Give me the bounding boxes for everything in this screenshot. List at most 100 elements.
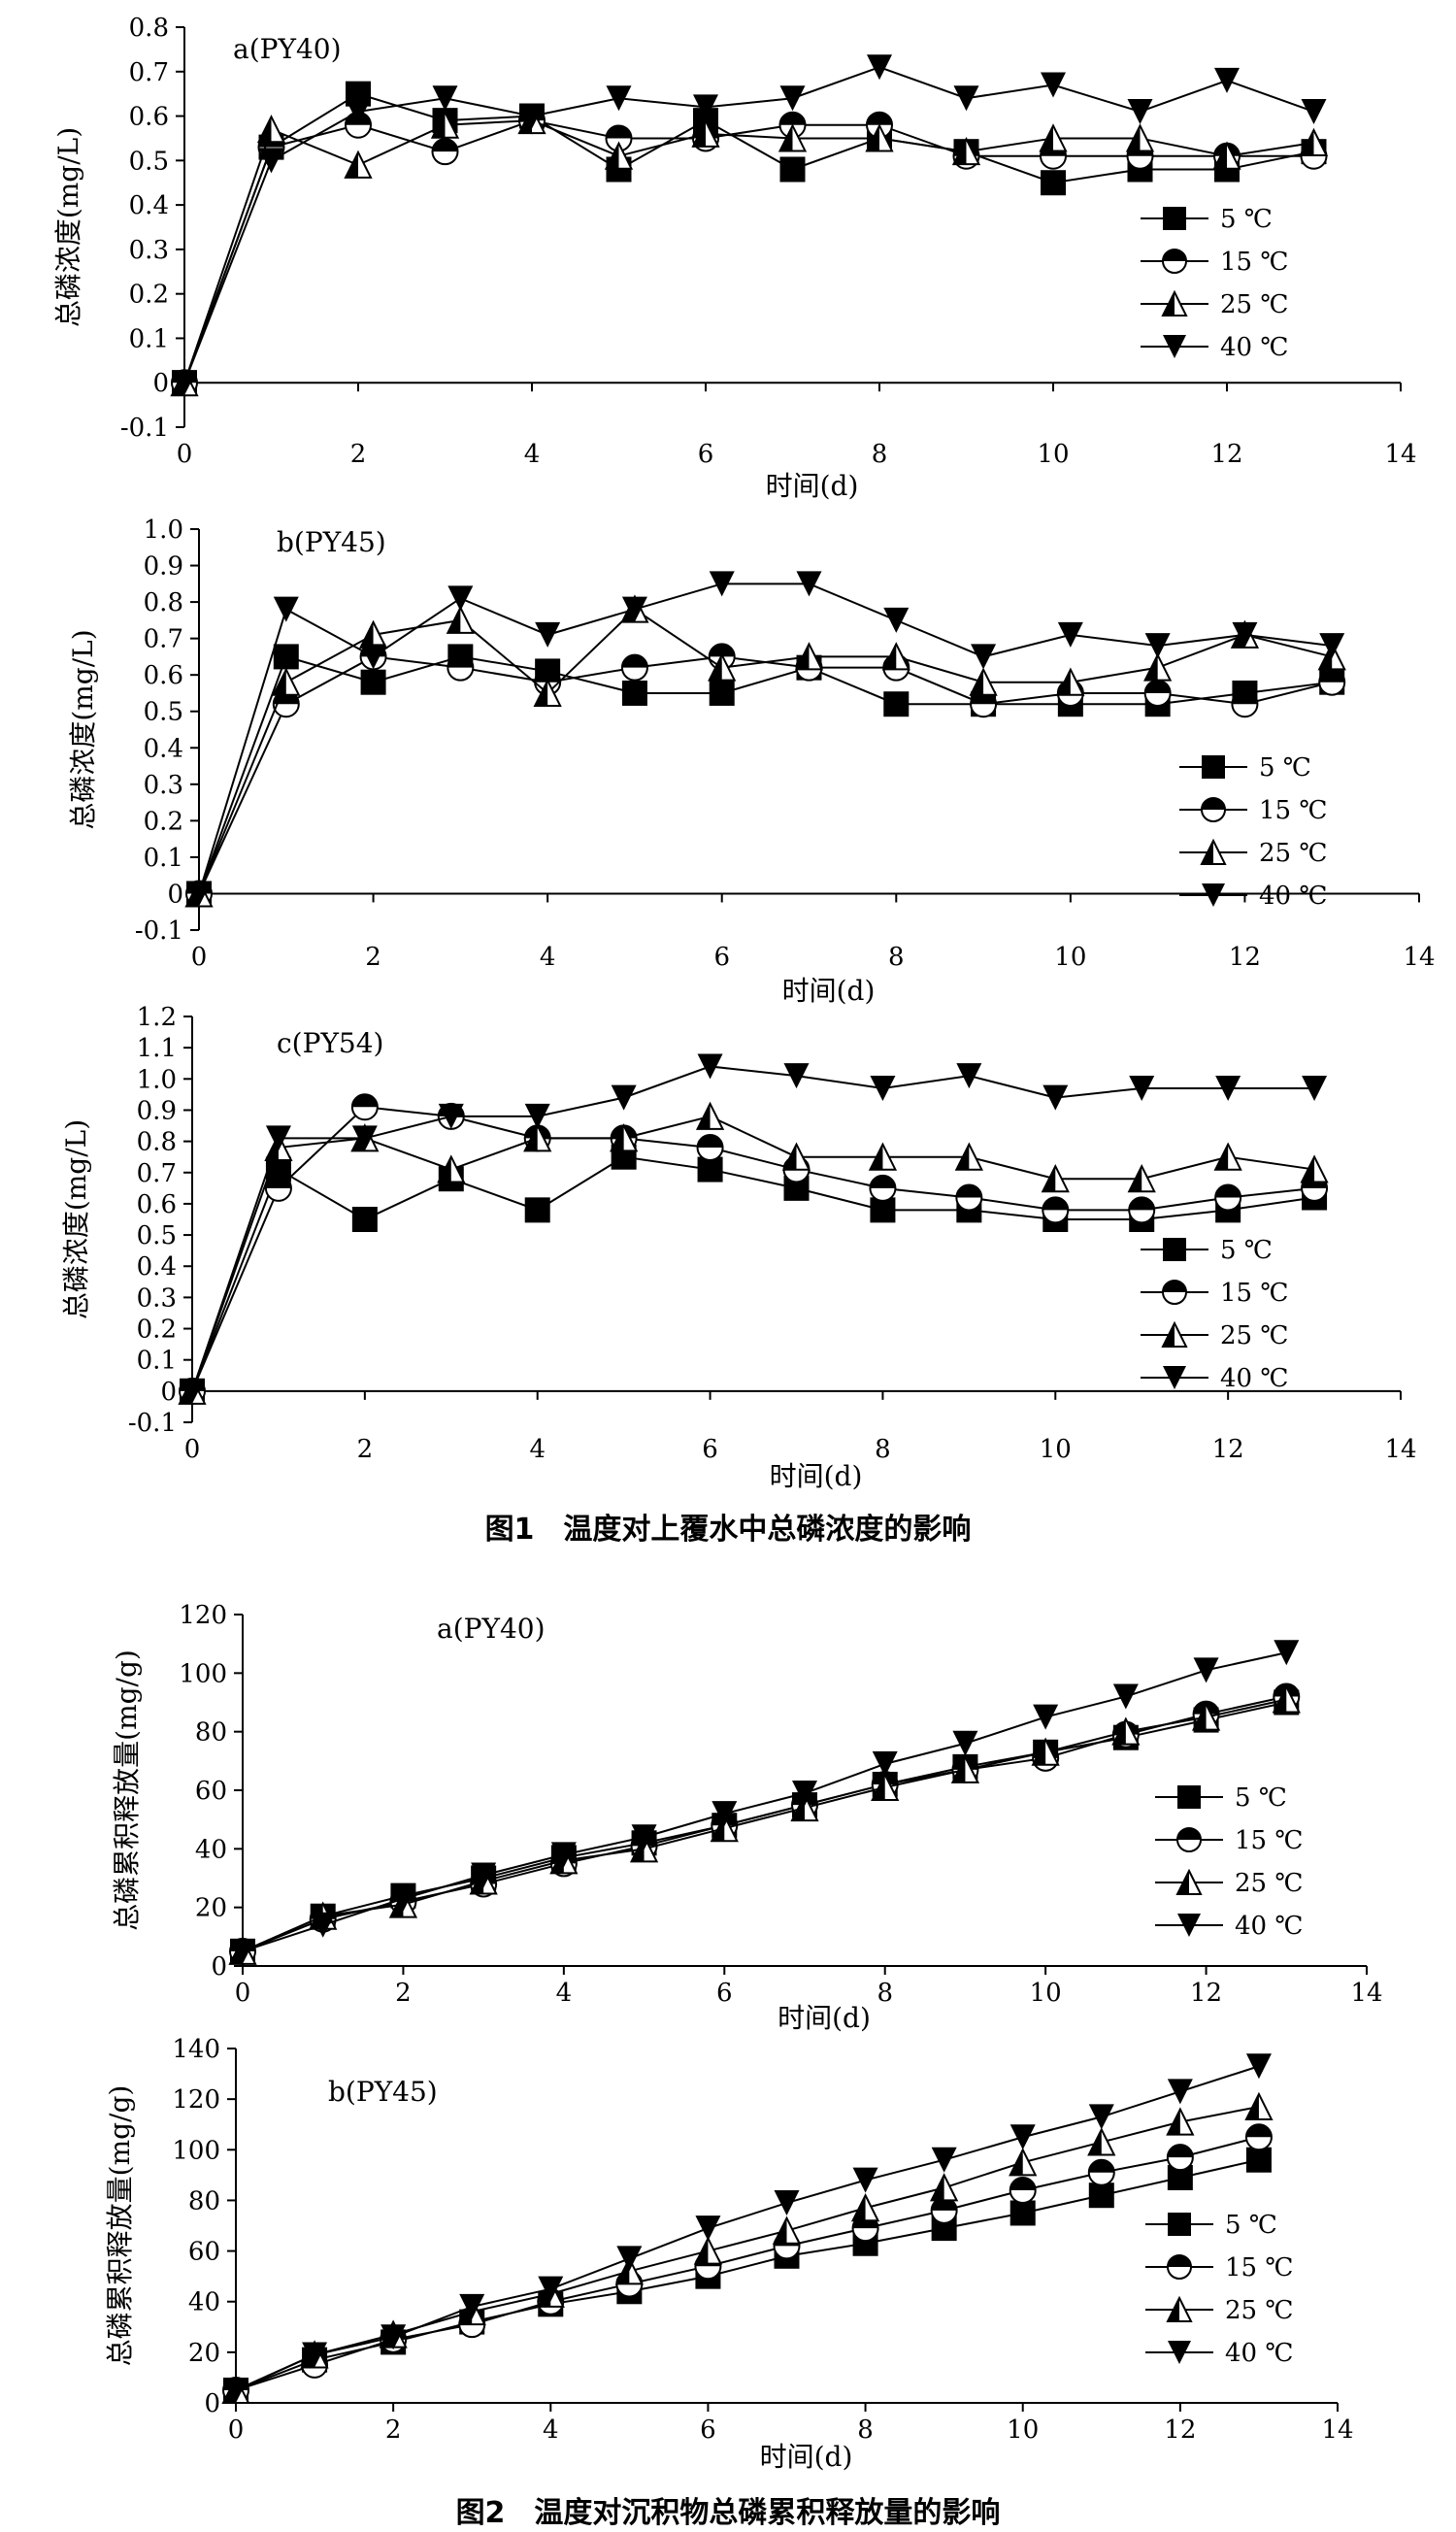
chart-4-series-4-point <box>711 1801 738 1827</box>
chart-4-series-4-point <box>952 1730 978 1756</box>
chart-1-series-2-point <box>605 124 633 152</box>
chart-2-x-tick-label: 10 <box>1054 943 1086 972</box>
chart-3-y-tick-label: 0.4 <box>137 1252 177 1282</box>
chart-2-y-tick-label: 0.6 <box>144 661 183 690</box>
chart-3-series-4-point-shape <box>1042 1084 1069 1111</box>
chart-1-legend-item: 5 ℃ <box>1141 205 1273 234</box>
chart-2-legend-item: 40 ℃ <box>1179 882 1327 911</box>
chart-5-series-3-point-fill <box>931 2175 944 2201</box>
chart-5-legend-marker <box>1167 2254 1192 2280</box>
chart-1-series-4-point-shape <box>1127 98 1153 124</box>
chart-1-series-4-point <box>606 85 632 112</box>
chart-5-y-tick-label: 100 <box>172 2136 220 2165</box>
chart-3-series-1-point-shape <box>524 1197 550 1223</box>
chart-4-x-tick-label: 4 <box>556 1979 573 2008</box>
chart-3-legend-item: 40 ℃ <box>1141 1364 1288 1393</box>
chart-3-series-3-point <box>1213 1142 1242 1171</box>
chart-2-series-4 <box>186 571 1345 907</box>
chart-1-series-4-point <box>1041 72 1066 98</box>
chart-5-series-4-point-shape <box>1167 2079 1193 2105</box>
chart-5-y-tick-label: 140 <box>172 2035 220 2064</box>
chart-2-series-2-point-fill <box>709 644 735 657</box>
chart-1-series-4-point <box>432 85 458 112</box>
chart-4-legend-marker <box>1176 1827 1202 1852</box>
chart-2-legend-label: 40 ℃ <box>1259 882 1327 911</box>
chart-1-series-3-point <box>344 150 373 179</box>
chart-2-series-3-point-fill <box>1144 654 1158 681</box>
chart-2-x-tick-label: 12 <box>1229 943 1261 972</box>
chart-2-series-3-point-fill <box>535 680 548 706</box>
chart-4-series-3-point-fill <box>1033 1739 1046 1765</box>
chart-1-series-4-point <box>258 148 284 174</box>
figure-2-caption: 图2 温度对沉积物总磷累积释放量的影响 <box>456 2496 1001 2530</box>
chart-1-x-tick-label: 0 <box>177 440 193 469</box>
chart-4-series-4-point <box>1112 1683 1139 1710</box>
chart-5-series-3-point-fill <box>1167 2109 1180 2135</box>
chart-3-y-tick-label: 1.1 <box>137 1034 177 1063</box>
chart-4-series-4-point <box>872 1750 898 1777</box>
chart-4-series-3-point <box>1111 1716 1141 1746</box>
chart-5-series-3-point-fill <box>616 2258 630 2284</box>
chart-4-y-tick-label: 20 <box>195 1894 227 1923</box>
chart-2-legend-label: 15 ℃ <box>1259 796 1327 825</box>
chart-2-series-3-point-fill <box>709 654 722 681</box>
chart-1-series-4-point <box>779 85 806 112</box>
chart-1-series-3-point-fill <box>258 117 272 143</box>
chart-1-series-4-point-shape <box>953 85 979 112</box>
chart-3-series-4-point <box>956 1063 982 1089</box>
chart-2-series-3-point <box>1056 667 1085 696</box>
chart-1-series-3-point-fill <box>1214 143 1227 169</box>
chart-1-series-4-point-shape <box>867 54 892 81</box>
chart-2-series-3-point-fill <box>447 607 461 633</box>
chart-5-series-4-point <box>1088 2104 1114 2130</box>
chart-3-series-3-point <box>610 1123 639 1152</box>
chart-3-series-3-point <box>523 1123 552 1152</box>
chart-1-legend-marker-fill <box>1163 250 1186 261</box>
chart-3-series-2-point-fill <box>265 1175 291 1188</box>
chart-1-legend-label: 15 ℃ <box>1220 248 1288 277</box>
chart-3-series-3-point-fill <box>870 1144 883 1170</box>
chart-2-x-tick-label: 0 <box>191 943 208 972</box>
chart-5-series-4-point <box>302 2342 328 2368</box>
chart-4-legend-marker-fill <box>1177 1871 1189 1894</box>
chart-3-y-tick-label: 0.9 <box>137 1096 177 1125</box>
chart-5-x-tick-label: 2 <box>385 2415 402 2445</box>
chart-3-series-2-point-fill <box>697 1135 723 1149</box>
chart-3-y-tick-label: 0.1 <box>137 1347 177 1376</box>
chart-3-series-4 <box>180 1053 1328 1404</box>
chart-2: 0 2 4 6 8 10 12 14 -0.1 0 0.1 0.2 0.3 0.4 0.5 0.6 0.7 0.8… <box>67 516 1436 1007</box>
chart-1-x-axis-title: 时间(d) <box>766 470 859 502</box>
chart-5-series-3-point <box>1087 2127 1116 2156</box>
chart-2-series-4-point <box>883 607 910 633</box>
chart-1-series-3 <box>170 105 1329 397</box>
chart-3-series-3-point <box>954 1142 983 1171</box>
chart-3-legend-marker <box>1162 1280 1187 1305</box>
chart-4-series-4-point <box>792 1781 817 1807</box>
chart-1-series-3-point <box>778 123 808 152</box>
chart-1-y-tick-label: 0.1 <box>129 324 169 353</box>
chart-5-series-2-point <box>1166 2144 1194 2172</box>
chart-1-series-4-point-shape <box>779 85 806 112</box>
chart-2-series-4-point-shape <box>447 585 474 612</box>
chart-2-series-2-point-fill <box>447 654 474 668</box>
chart-1-series-4-point <box>346 98 371 124</box>
chart-2-series-1-point-shape <box>621 680 647 706</box>
chart-1-series-3-point-fill <box>606 143 619 169</box>
chart-3-series-1-point <box>524 1197 550 1223</box>
chart-3-legend-item: 15 ℃ <box>1141 1279 1288 1308</box>
chart-2-series-4-point <box>273 596 299 622</box>
chart-3-series-4-point <box>351 1125 378 1151</box>
chart-5-legend-marker-fill <box>1168 2298 1179 2321</box>
chart-1-series-3-point-fill <box>1301 130 1314 156</box>
chart-4-series-4-point-shape <box>310 1912 336 1938</box>
chart-4-series-3-point-fill <box>1112 1718 1126 1745</box>
chart-4-series-3-point <box>871 1772 900 1801</box>
chart-3-series-4-point-shape <box>265 1125 291 1151</box>
chart-5-series-4-point <box>1009 2124 1036 2150</box>
chart-4-series-4-point <box>550 1842 577 1868</box>
chart-1-series-4-point-shape <box>258 148 284 174</box>
chart-3-series-3-point <box>1127 1163 1156 1193</box>
chart-1-series-3-point <box>865 123 894 152</box>
chart-1-series-4-point-shape <box>346 98 371 124</box>
chart-1-y-tick-label: 0.6 <box>129 103 169 132</box>
